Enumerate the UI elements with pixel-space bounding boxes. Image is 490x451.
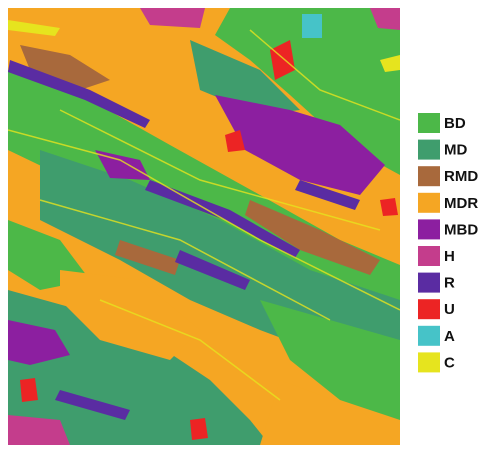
legend-swatch	[418, 246, 440, 266]
land-cover-map	[8, 8, 400, 445]
legend-label: RMD	[444, 168, 478, 185]
legend-swatch	[418, 352, 440, 372]
legend-swatch	[418, 140, 440, 160]
legend-label: MDR	[444, 195, 478, 212]
legend-swatch	[418, 326, 440, 346]
legend-label: C	[444, 354, 455, 371]
map-region	[190, 418, 208, 440]
legend-label: H	[444, 248, 455, 265]
legend-label: R	[444, 275, 455, 292]
legend-swatch	[418, 219, 440, 239]
legend-swatch	[418, 113, 440, 133]
legend-swatch	[418, 193, 440, 213]
page: BD MD RMD MDR MBD HRUAC	[0, 0, 490, 451]
legend-swatch	[418, 166, 440, 186]
legend-swatch	[418, 273, 440, 293]
legend-label: MD	[444, 142, 467, 159]
legend-label: A	[444, 328, 455, 345]
legend-label: BD	[444, 115, 466, 132]
map-region	[302, 14, 322, 38]
map-region	[380, 198, 398, 216]
legend-label: MBD	[444, 221, 478, 238]
map-region	[20, 378, 38, 402]
legend-swatch	[418, 299, 440, 319]
legend-label: U	[444, 301, 455, 318]
